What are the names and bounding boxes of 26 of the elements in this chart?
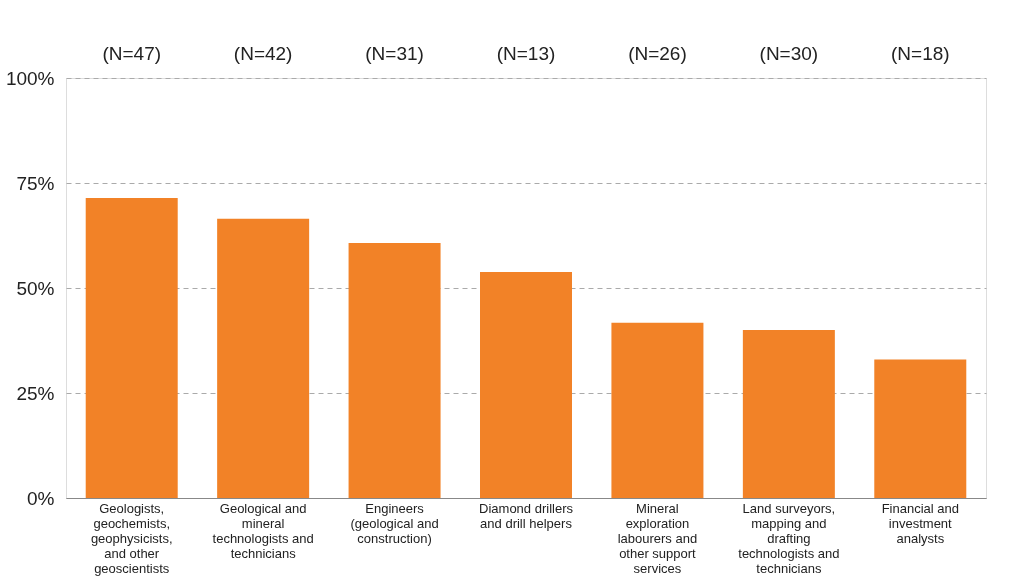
text: (N=47) [102,43,162,64]
bar [85,198,178,498]
x-tick-label: Land surveyors, mapping and drafting technologists and technicians [738,500,840,576]
text: (N=13) [496,43,556,64]
y-tick-label: 50% [16,277,55,299]
text: (N=30) [759,43,819,64]
x-tick-label: Geological and mineral technologists and technicians [212,500,314,561]
y-tick-label: 75% [16,172,55,194]
x-tick-label: Geologists, geochemists, geophysicists, and other geoscientists [90,500,173,576]
bar [217,218,310,498]
x-tick-label: Financial and investment analysts [881,500,959,546]
bar [874,359,967,498]
text: (N=18) [890,43,950,64]
y-tick-label: 25% [16,382,55,404]
bar [611,322,704,498]
text: (N=42) [233,43,293,64]
text: (N=31) [365,43,424,64]
bar [742,330,835,498]
x-tick-label: Diamond drillers and drill helpers [479,500,574,531]
text: (N=26) [628,43,687,64]
x-tick-label: Engineers (geological and construction) [350,500,439,546]
y-tick-label: 0% [27,487,55,509]
y-tick-label: 100% [5,67,55,89]
bar [348,243,441,498]
bar [480,272,572,498]
x-tick-label: Mineral exploration labourers and other support services [617,500,698,576]
